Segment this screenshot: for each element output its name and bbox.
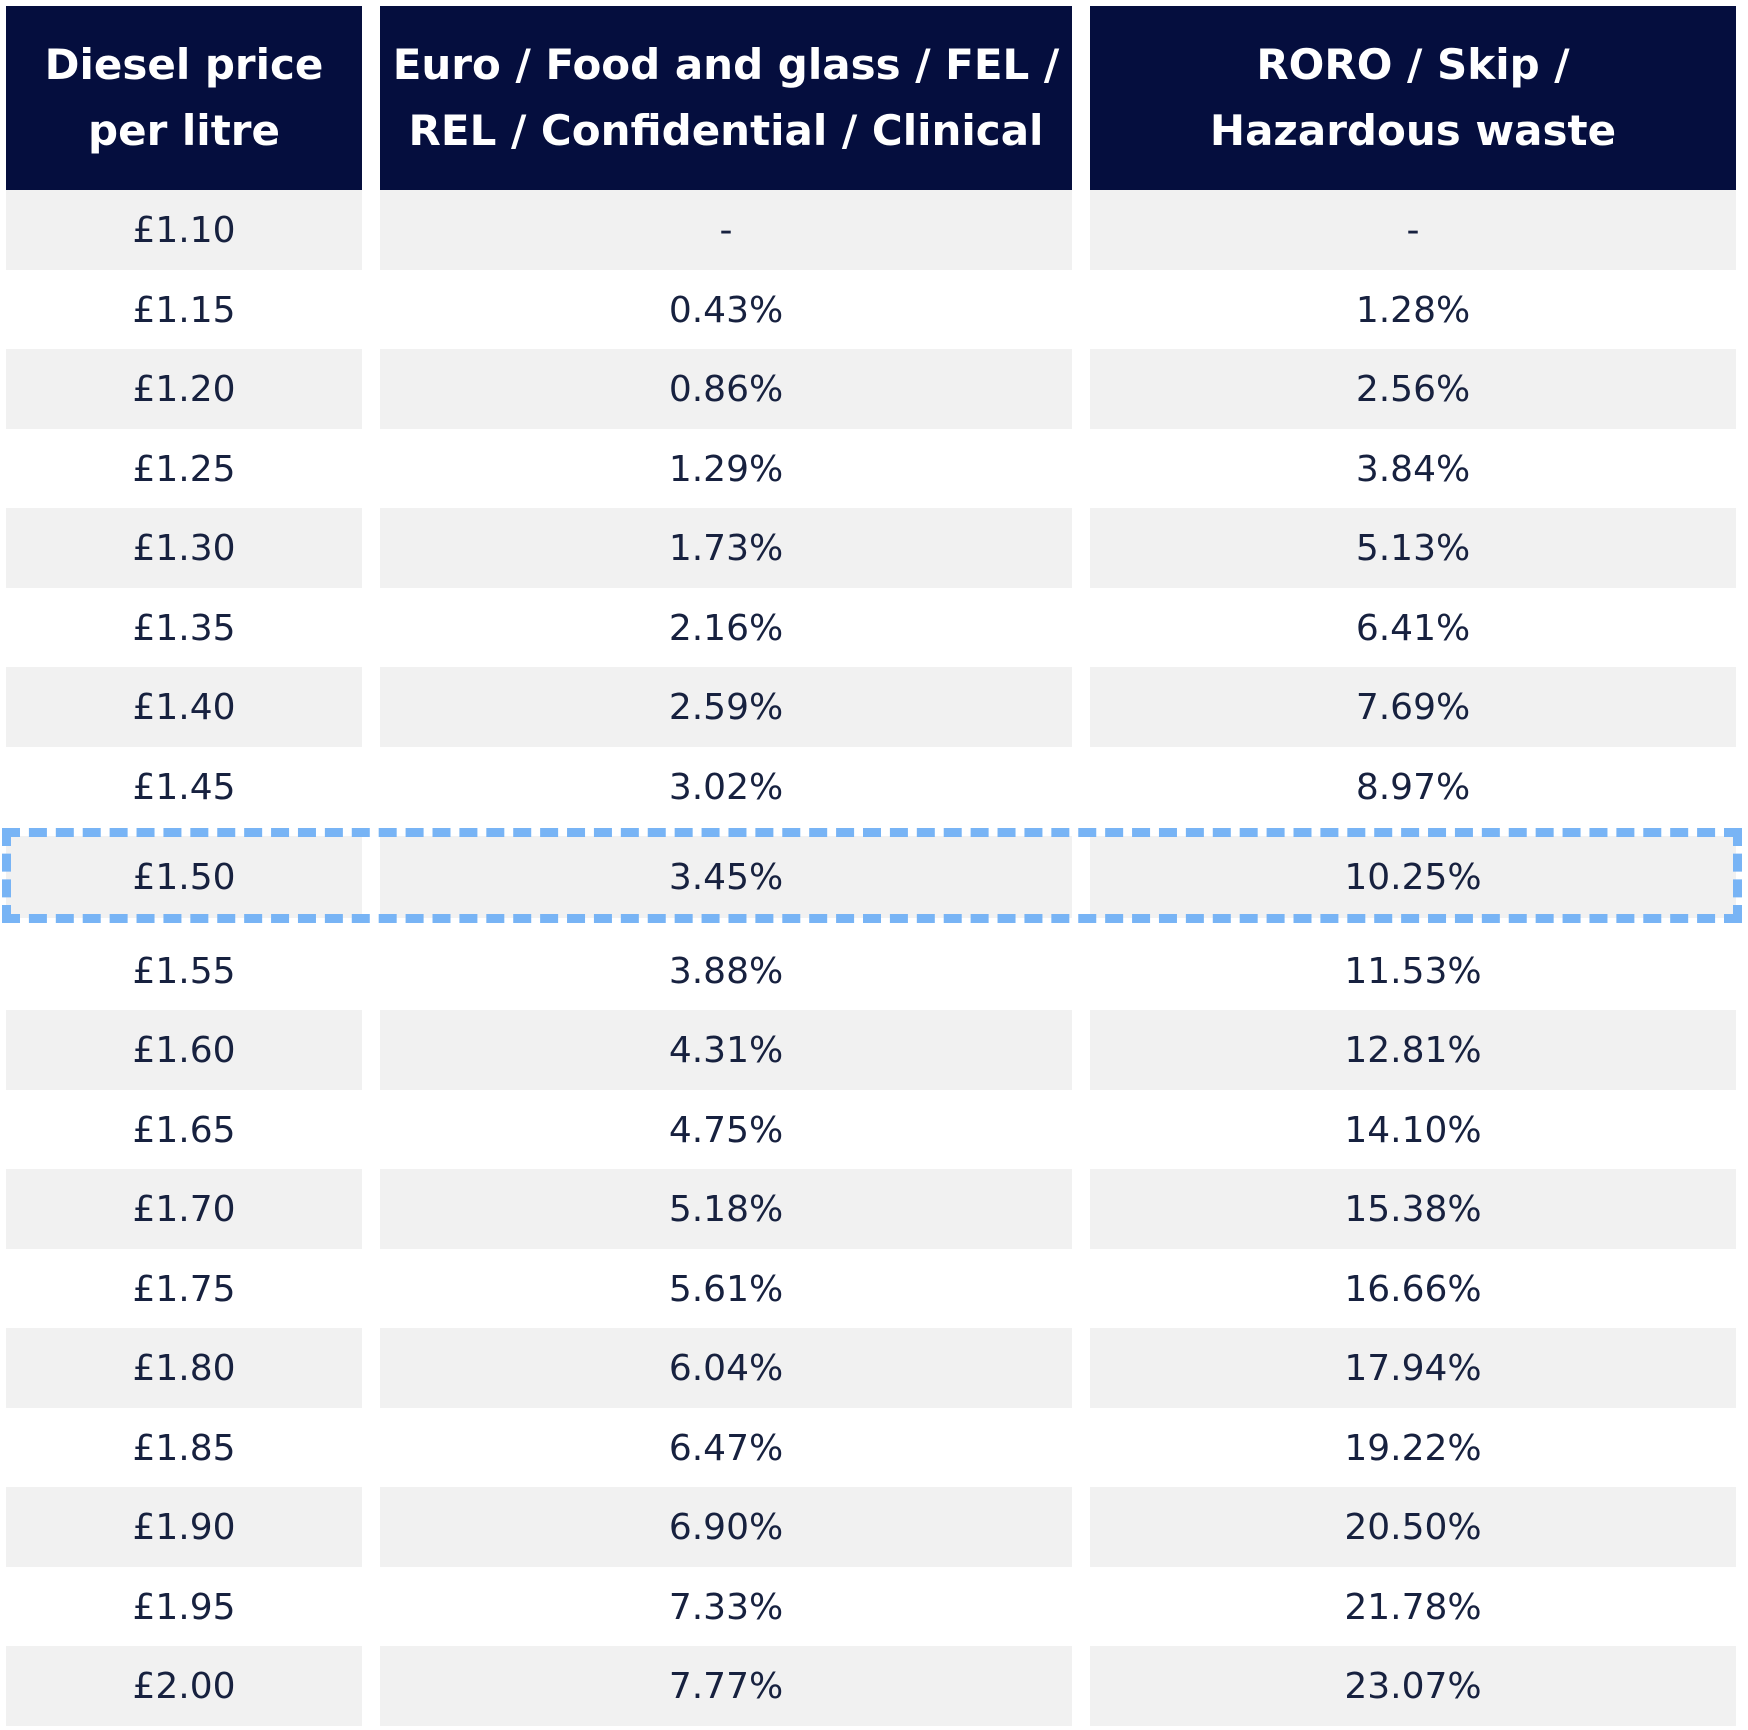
diesel-price-cell: £1.85 [132, 1427, 236, 1469]
roro-rate-cell: 23.07% [1090, 1646, 1736, 1726]
diesel-price-cell: £1.35 [132, 607, 236, 649]
roro-rate-cell: 12.81% [1090, 1010, 1736, 1090]
header-diesel-price: Diesel price per litre [6, 6, 362, 190]
roro-rate-cell: 1.28% [1355, 289, 1471, 331]
roro-rate-cell: 7.69% [1090, 667, 1736, 747]
diesel-price-cell: £1.50 [6, 836, 362, 918]
euro-rate-cell: - [380, 190, 1072, 270]
roro-rate-cell: 21.78% [1344, 1586, 1482, 1628]
header-line: Euro / Food and glass / FEL / [392, 40, 1060, 89]
euro-rate-cell: 4.31% [380, 1010, 1072, 1090]
roro-rate-cell: 3.84% [1355, 448, 1471, 490]
header-line: RORO / Skip / [1256, 40, 1570, 89]
diesel-price-cell: £1.45 [132, 766, 236, 808]
euro-rate-cell: 6.04% [380, 1328, 1072, 1408]
diesel-price-cell: £1.60 [6, 1010, 362, 1090]
diesel-price-cell: £1.70 [6, 1169, 362, 1249]
roro-rate-cell: - [1090, 190, 1736, 270]
header-roro-skip-hazardous: RORO / Skip / Hazardous waste [1090, 6, 1736, 190]
roro-rate-cell: 14.10% [1344, 1109, 1482, 1151]
diesel-price-cell: £1.25 [132, 448, 236, 490]
euro-rate-cell: 2.16% [668, 607, 784, 649]
diesel-price-cell: £1.10 [6, 190, 362, 270]
roro-rate-cell: 17.94% [1090, 1328, 1736, 1408]
diesel-price-cell: £2.00 [6, 1646, 362, 1726]
euro-rate-cell: 2.59% [380, 667, 1072, 747]
diesel-price-cell: £1.75 [132, 1268, 236, 1310]
roro-rate-cell: 19.22% [1344, 1427, 1482, 1469]
roro-rate-cell: 11.53% [1344, 950, 1482, 992]
diesel-price-cell: £1.30 [6, 508, 362, 588]
roro-rate-cell: 10.25% [1090, 836, 1736, 918]
header-line: Hazardous waste [1209, 106, 1617, 155]
euro-rate-cell: 3.02% [668, 766, 784, 808]
euro-rate-cell: 3.45% [380, 836, 1072, 918]
euro-rate-cell: 1.73% [380, 508, 1072, 588]
diesel-price-cell: £1.40 [6, 667, 362, 747]
header-euro-food-glass: Euro / Food and glass / FEL / REL / Conf… [380, 6, 1072, 190]
roro-rate-cell: 2.56% [1090, 349, 1736, 429]
euro-rate-cell: 0.86% [380, 349, 1072, 429]
header-line: REL / Confidential / Clinical [408, 106, 1044, 155]
roro-rate-cell: 5.13% [1090, 508, 1736, 588]
euro-rate-cell: 4.75% [668, 1109, 784, 1151]
diesel-price-cell: £1.65 [132, 1109, 236, 1151]
diesel-price-cell: £1.95 [132, 1586, 236, 1628]
diesel-price-cell: £1.55 [132, 950, 236, 992]
euro-rate-cell: 7.33% [668, 1586, 784, 1628]
diesel-price-cell: £1.15 [132, 289, 236, 331]
diesel-price-cell: £1.20 [6, 349, 362, 429]
euro-rate-cell: 0.43% [668, 289, 784, 331]
euro-rate-cell: 3.88% [668, 950, 784, 992]
header-line: Diesel price [44, 40, 324, 89]
diesel-price-cell: £1.80 [6, 1328, 362, 1408]
roro-rate-cell: 16.66% [1344, 1268, 1482, 1310]
roro-rate-cell: 15.38% [1090, 1169, 1736, 1249]
euro-rate-cell: 6.90% [380, 1487, 1072, 1567]
diesel-price-cell: £1.90 [6, 1487, 362, 1567]
roro-rate-cell: 20.50% [1090, 1487, 1736, 1567]
roro-rate-cell: 6.41% [1355, 607, 1471, 649]
euro-rate-cell: 5.18% [380, 1169, 1072, 1249]
roro-rate-cell: 8.97% [1355, 766, 1471, 808]
euro-rate-cell: 5.61% [668, 1268, 784, 1310]
euro-rate-cell: 6.47% [668, 1427, 784, 1469]
header-line: per litre [88, 106, 280, 155]
euro-rate-cell: 1.29% [668, 448, 784, 490]
euro-rate-cell: 7.77% [380, 1646, 1072, 1726]
